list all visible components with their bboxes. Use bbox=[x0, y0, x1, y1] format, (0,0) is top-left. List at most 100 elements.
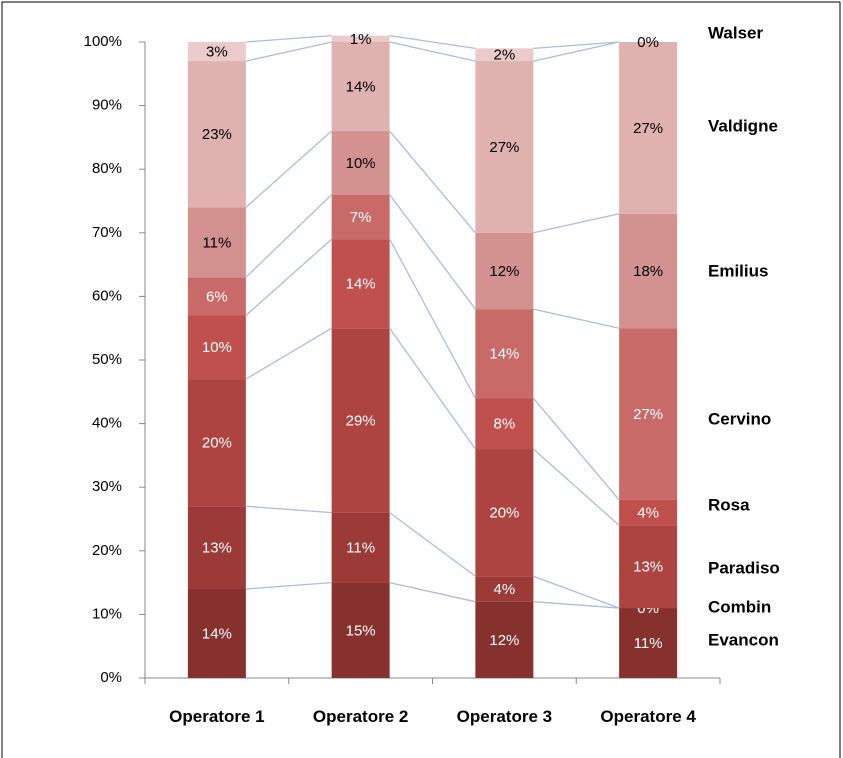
data-label: 14% bbox=[346, 276, 376, 293]
bar-segment bbox=[475, 232, 534, 310]
y-tick-label: 0% bbox=[100, 669, 122, 686]
bar-segment bbox=[331, 239, 390, 329]
y-tick-label: 70% bbox=[92, 224, 122, 241]
bar-segment bbox=[331, 35, 390, 42]
connector bbox=[533, 213, 620, 234]
data-label: 1% bbox=[350, 31, 372, 48]
bar-segment bbox=[331, 194, 390, 240]
legend-label: Evancon bbox=[708, 630, 779, 649]
y-tick-label: 80% bbox=[92, 160, 122, 177]
bar-segment bbox=[331, 582, 390, 678]
connector bbox=[533, 601, 620, 609]
bar-segment bbox=[619, 499, 678, 526]
y-tick-label: 20% bbox=[92, 542, 122, 559]
data-label: 0% bbox=[637, 34, 659, 51]
connector bbox=[389, 581, 476, 603]
bar-segment bbox=[187, 315, 246, 380]
data-label: 10% bbox=[346, 155, 376, 172]
data-label: 2% bbox=[494, 47, 516, 64]
connector bbox=[245, 194, 333, 278]
connector bbox=[245, 130, 333, 208]
bar-segment bbox=[187, 207, 246, 278]
bar-segment bbox=[475, 449, 534, 577]
data-label: 27% bbox=[633, 406, 663, 423]
connector bbox=[389, 194, 476, 310]
data-label: 29% bbox=[346, 412, 376, 429]
data-label: 20% bbox=[489, 505, 519, 522]
data-label: 10% bbox=[202, 339, 232, 356]
data-label: 11% bbox=[634, 635, 663, 652]
bar-segment bbox=[331, 328, 390, 513]
data-label: 18% bbox=[633, 263, 663, 280]
legend-label: Emilius bbox=[708, 261, 768, 280]
connector bbox=[389, 41, 476, 62]
bar-segment bbox=[187, 588, 246, 678]
bar-segment bbox=[331, 131, 390, 195]
bar-segment bbox=[619, 608, 678, 678]
x-tick-label: Operatore 2 bbox=[312, 707, 409, 726]
legend-label: Rosa bbox=[708, 495, 750, 514]
data-label: 15% bbox=[346, 622, 376, 639]
connector bbox=[389, 512, 476, 577]
connector bbox=[533, 308, 620, 329]
connector bbox=[389, 238, 476, 399]
connector bbox=[245, 34, 332, 43]
data-label: 12% bbox=[489, 632, 519, 649]
legend-label: Cervino bbox=[708, 409, 771, 428]
data-label: 8% bbox=[494, 416, 516, 433]
legend-label: Combin bbox=[708, 597, 771, 616]
data-label: 11% bbox=[202, 234, 231, 251]
x-tick-label: Operatore 1 bbox=[169, 707, 265, 726]
bar-segment bbox=[475, 601, 534, 678]
bar-segment bbox=[187, 42, 246, 62]
connector bbox=[245, 581, 332, 590]
data-label: 14% bbox=[489, 346, 519, 363]
y-tick-label: 10% bbox=[92, 605, 122, 622]
data-label: 20% bbox=[202, 435, 232, 452]
y-tick-label: 40% bbox=[92, 415, 122, 432]
bar-segment bbox=[187, 61, 246, 208]
bar-segment bbox=[619, 328, 678, 500]
x-tick-label: Operatore 3 bbox=[456, 707, 553, 726]
connector bbox=[245, 505, 332, 514]
data-label: 4% bbox=[637, 505, 659, 522]
connector bbox=[245, 327, 332, 380]
connector bbox=[533, 41, 620, 50]
y-tick-label: 60% bbox=[92, 287, 122, 304]
bar-segment bbox=[187, 277, 246, 316]
connector bbox=[533, 575, 620, 609]
y-tick-label: 90% bbox=[92, 97, 122, 114]
connector bbox=[389, 130, 476, 234]
y-tick-label: 30% bbox=[92, 478, 122, 495]
data-label: 23% bbox=[202, 126, 232, 143]
data-label: 13% bbox=[202, 540, 232, 557]
bar-segment bbox=[187, 506, 246, 589]
connector bbox=[245, 41, 332, 62]
connector bbox=[389, 327, 476, 450]
bar-segment bbox=[475, 48, 534, 62]
bar-segment bbox=[331, 512, 390, 583]
y-tick-label: 50% bbox=[92, 351, 122, 368]
data-label: 6% bbox=[206, 288, 228, 305]
bar-segment bbox=[475, 576, 534, 602]
bar-segment bbox=[331, 42, 390, 132]
x-tick-label: Operatore 4 bbox=[600, 707, 696, 726]
connector bbox=[532, 448, 620, 526]
data-label: 27% bbox=[633, 120, 663, 137]
bar-segment bbox=[475, 309, 534, 399]
data-label: 7% bbox=[350, 209, 372, 226]
connector bbox=[245, 238, 333, 316]
legend-label: Valdigne bbox=[708, 116, 778, 135]
legend-label: Walser bbox=[708, 23, 764, 42]
data-label: 11% bbox=[346, 540, 375, 557]
connector bbox=[532, 397, 620, 501]
bar-segment bbox=[619, 42, 678, 214]
data-label: 13% bbox=[633, 559, 663, 576]
connector bbox=[389, 34, 476, 50]
bar-segment bbox=[619, 525, 678, 609]
legend-label: Paradiso bbox=[708, 558, 780, 577]
bar-segment bbox=[619, 213, 678, 329]
